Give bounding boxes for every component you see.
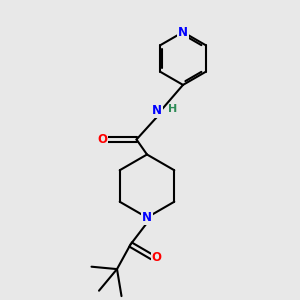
- Text: O: O: [97, 133, 107, 146]
- Text: O: O: [152, 250, 162, 264]
- Text: N: N: [142, 211, 152, 224]
- Text: N: N: [178, 26, 188, 39]
- Text: H: H: [169, 104, 178, 115]
- Text: N: N: [152, 104, 162, 118]
